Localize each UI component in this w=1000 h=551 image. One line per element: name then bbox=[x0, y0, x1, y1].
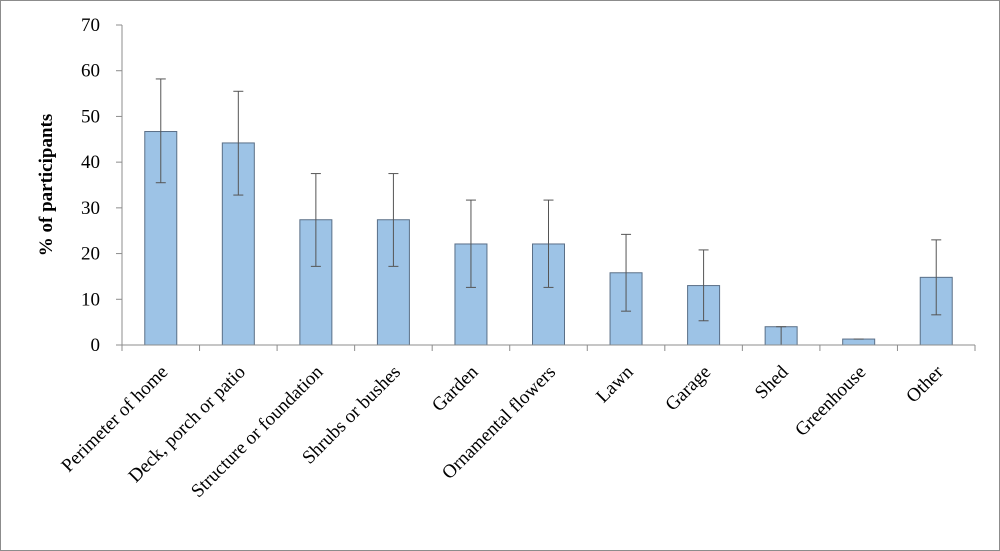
y-tick-label: 40 bbox=[81, 152, 100, 173]
y-axis-ticks: 0 10 20 30 40 50 60 70 bbox=[81, 15, 122, 356]
error-bars bbox=[155, 78, 942, 346]
y-tick-label: 10 bbox=[81, 289, 100, 310]
y-tick-label: 60 bbox=[81, 61, 100, 82]
axes bbox=[121, 25, 976, 351]
x-tick-label: Lawn bbox=[592, 361, 638, 407]
y-tick-label: 70 bbox=[81, 15, 100, 36]
y-tick-label: 30 bbox=[81, 198, 100, 219]
x-tick-label: Garage bbox=[661, 362, 715, 416]
x-tick-label: Structure or foundation bbox=[187, 361, 328, 502]
y-axis-title: % of participants bbox=[36, 114, 57, 257]
y-tick-label: 0 bbox=[91, 335, 101, 356]
x-tick-label: Shed bbox=[751, 361, 793, 403]
bar bbox=[842, 338, 876, 346]
x-tick-label: Other bbox=[902, 361, 948, 407]
y-tick-label: 20 bbox=[81, 244, 100, 265]
y-tick-label: 50 bbox=[81, 106, 100, 127]
x-tick-label: Greenhouse bbox=[791, 362, 870, 441]
x-tick-label: Garden bbox=[428, 361, 483, 416]
